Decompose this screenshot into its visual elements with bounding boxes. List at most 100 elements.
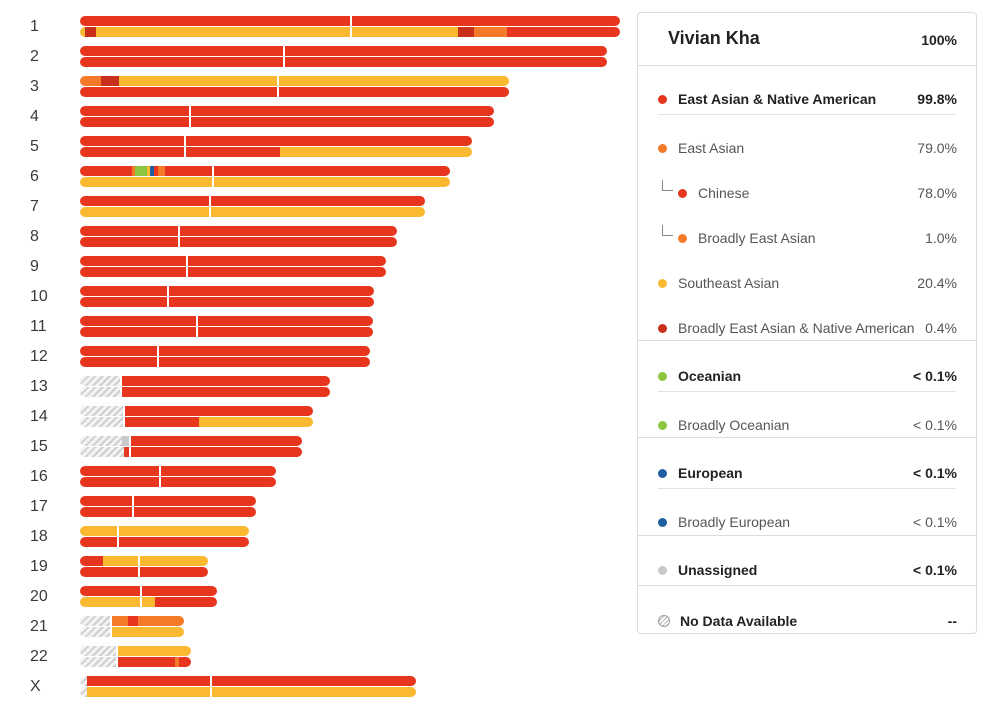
chromosome-2-strand-1[interactable]: [80, 46, 607, 56]
chromosome-6-strand-2[interactable]: [80, 177, 450, 187]
chromosome-X-strand-1[interactable]: [80, 676, 416, 686]
segment-southeast-asian: [103, 556, 208, 566]
chromosome-label: 12: [30, 348, 48, 365]
chromosome-17-strand-1[interactable]: [80, 496, 256, 506]
centromere-marker: [110, 615, 112, 639]
centromere-marker: [178, 225, 180, 249]
chromosome-4-strand-1[interactable]: [80, 106, 494, 116]
chromosome-9-strand-2[interactable]: [80, 267, 386, 277]
chromosome-21-strand-2[interactable]: [80, 627, 184, 637]
segment-chinese: [80, 196, 425, 206]
chromosome-9-strand-1[interactable]: [80, 256, 386, 266]
chromosome-19-strand-1[interactable]: [80, 556, 208, 566]
chromosome-8-strand-2[interactable]: [80, 237, 397, 247]
chromosome-12-strand-1[interactable]: [80, 346, 370, 356]
centromere-marker: [184, 135, 186, 159]
row-divider: [638, 340, 976, 341]
color-swatch-icon: [658, 95, 667, 104]
ancestry-row[interactable]: Oceanian < 0.1%: [638, 365, 976, 389]
chromosome-16-strand-2[interactable]: [80, 477, 276, 487]
chromosome-10-strand-1[interactable]: [80, 286, 374, 296]
row-divider: [638, 437, 976, 438]
chromosome-20-strand-1[interactable]: [80, 586, 217, 596]
chromosome-22-strand-2[interactable]: [80, 657, 191, 667]
ancestry-row[interactable]: Broadly East Asian 1.0%: [638, 225, 976, 251]
segment-east-asian-broad: [474, 27, 507, 37]
chromosome-18-strand-2[interactable]: [80, 537, 249, 547]
ancestry-row[interactable]: Southeast Asian 20.4%: [638, 272, 976, 296]
centromere-marker: [129, 435, 131, 459]
chromosome-14-strand-1[interactable]: [80, 406, 313, 416]
chromosome-15-strand-2[interactable]: [80, 447, 302, 457]
chromosome-11-strand-2[interactable]: [80, 327, 373, 337]
segment-nodata: [80, 676, 87, 686]
segment-chinese: [80, 316, 373, 326]
chromosome-13-strand-2[interactable]: [80, 387, 330, 397]
ancestry-row[interactable]: Broadly Oceanian < 0.1%: [638, 414, 976, 438]
chromosome-5-strand-1[interactable]: [80, 136, 472, 146]
ancestry-row[interactable]: Broadly East Asian & Native American 0.4%: [638, 317, 976, 341]
chromosome-3-strand-2[interactable]: [80, 87, 509, 97]
segment-chinese: [80, 136, 472, 146]
chromosome-16-strand-1[interactable]: [80, 466, 276, 476]
chromosome-2-strand-2[interactable]: [80, 57, 607, 67]
chromosome-5-strand-2[interactable]: [80, 147, 472, 157]
ancestry-row[interactable]: Chinese 78.0%: [638, 180, 976, 206]
segment-chinese: [80, 237, 397, 247]
chromosome-7-strand-1[interactable]: [80, 196, 425, 206]
centromere-marker: [138, 555, 140, 579]
ancestry-row[interactable]: Broadly European < 0.1%: [638, 511, 976, 535]
chromosome-15-strand-1[interactable]: [80, 436, 302, 446]
segment-broad-ea-na: [101, 76, 119, 86]
chromosome-22-strand-1[interactable]: [80, 646, 191, 656]
chromosome-11-strand-1[interactable]: [80, 316, 373, 326]
segment-southeast-asian: [80, 526, 249, 536]
ancestry-row[interactable]: European < 0.1%: [638, 462, 976, 486]
chromosome-X-strand-2[interactable]: [80, 687, 416, 697]
ancestry-row[interactable]: East Asian & Native American 99.8%: [638, 88, 976, 112]
chromosome-14-strand-2[interactable]: [80, 417, 313, 427]
chromosome-21-strand-1[interactable]: [80, 616, 184, 626]
ancestry-row[interactable]: No Data Available --: [638, 610, 976, 634]
chromosome-19-strand-2[interactable]: [80, 567, 208, 577]
ancestry-percent: < 0.1%: [913, 562, 957, 578]
chromosome-label: 2: [30, 48, 39, 65]
chromosome-20-strand-2[interactable]: [80, 597, 217, 607]
segment-chinese: [127, 616, 139, 626]
segment-east-asian-broad: [110, 616, 128, 626]
chromosome-17-strand-2[interactable]: [80, 507, 256, 517]
row-divider: [658, 488, 956, 489]
chromosome-18-strand-1[interactable]: [80, 526, 249, 536]
chromosome-4-strand-2[interactable]: [80, 117, 494, 127]
chromosome-7-strand-2[interactable]: [80, 207, 425, 217]
chromosome-12-strand-2[interactable]: [80, 357, 370, 367]
segment-chinese: [128, 436, 302, 446]
segment-east-asian-broad: [80, 76, 102, 86]
segment-chinese: [80, 477, 276, 487]
ancestry-label: Broadly Oceanian: [678, 417, 790, 433]
centromere-marker: [212, 165, 214, 189]
ancestry-row[interactable]: East Asian 79.0%: [638, 137, 976, 161]
segment-chinese: [506, 27, 620, 37]
ancestry-percent: 78.0%: [917, 185, 957, 201]
segment-chinese: [80, 556, 104, 566]
centromere-marker: [167, 285, 169, 309]
segment-chinese: [80, 286, 374, 296]
segment-nodata: [80, 436, 123, 446]
segment-chinese: [80, 327, 373, 337]
chromosome-10-strand-2[interactable]: [80, 297, 374, 307]
chromosome-8-strand-1[interactable]: [80, 226, 397, 236]
chromosome-label: 1: [30, 18, 39, 35]
chromosome-6-strand-1[interactable]: [80, 166, 450, 176]
chromosome-label: 15: [30, 438, 48, 455]
ancestry-label: No Data Available: [680, 613, 798, 629]
ancestry-row[interactable]: Unassigned < 0.1%: [638, 559, 976, 583]
ancestry-label: Southeast Asian: [678, 275, 780, 291]
centromere-marker: [120, 375, 122, 399]
chromosome-13-strand-1[interactable]: [80, 376, 330, 386]
centromere-marker: [350, 15, 352, 39]
person-total-percent: 100%: [921, 32, 957, 48]
ancestry-label: Chinese: [698, 185, 750, 201]
chromosome-3-strand-1[interactable]: [80, 76, 509, 86]
segment-nodata: [80, 447, 125, 457]
